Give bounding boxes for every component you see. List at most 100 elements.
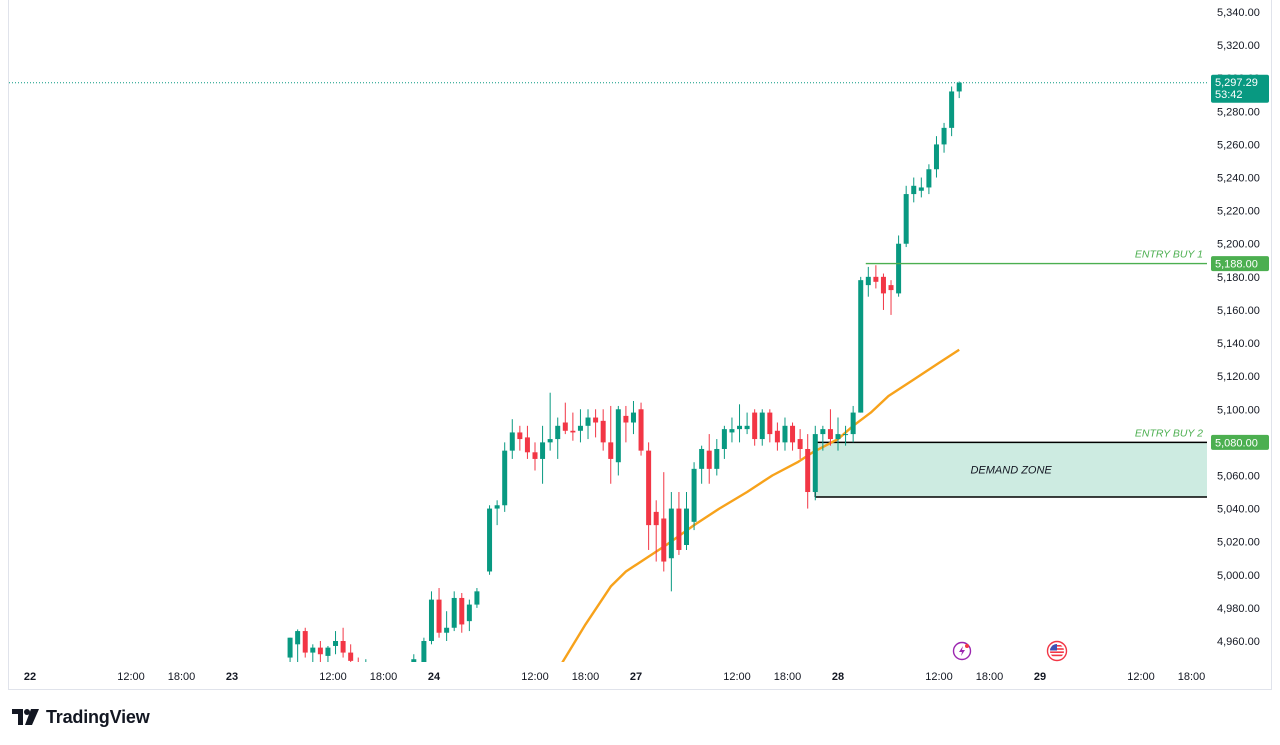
candle[interactable] bbox=[302, 627, 308, 658]
candle[interactable] bbox=[295, 629, 301, 665]
candle[interactable] bbox=[706, 434, 712, 484]
candle[interactable] bbox=[858, 276, 864, 413]
candle[interactable] bbox=[782, 417, 788, 451]
candle[interactable] bbox=[487, 505, 493, 575]
candle[interactable] bbox=[926, 164, 932, 195]
candle[interactable] bbox=[411, 654, 417, 666]
candle[interactable] bbox=[502, 442, 508, 512]
candle[interactable] bbox=[600, 409, 606, 451]
candle[interactable] bbox=[428, 591, 434, 645]
candle[interactable] bbox=[436, 588, 442, 638]
candle[interactable] bbox=[759, 409, 765, 446]
candle[interactable] bbox=[421, 637, 427, 666]
candle[interactable] bbox=[865, 266, 871, 297]
candle[interactable] bbox=[310, 644, 316, 666]
candle[interactable] bbox=[509, 419, 515, 459]
candle[interactable] bbox=[661, 472, 667, 572]
candle[interactable] bbox=[287, 637, 293, 666]
candle[interactable] bbox=[729, 417, 735, 443]
candle[interactable] bbox=[459, 592, 465, 633]
candle[interactable] bbox=[888, 280, 894, 315]
candle[interactable] bbox=[903, 185, 909, 248]
candle[interactable] bbox=[941, 122, 947, 153]
candle[interactable] bbox=[444, 611, 450, 641]
candle[interactable] bbox=[348, 644, 354, 666]
candle[interactable] bbox=[752, 409, 758, 446]
candle[interactable] bbox=[880, 273, 886, 310]
candle[interactable] bbox=[356, 657, 361, 666]
candle[interactable] bbox=[721, 425, 727, 459]
candle[interactable] bbox=[547, 392, 553, 451]
candle[interactable] bbox=[911, 177, 917, 203]
candlestick-chart[interactable]: DEMAND ZONE ENTRY BUY 1 ENTRY BUY 2 5,340.… bbox=[9, 0, 1273, 690]
candle[interactable] bbox=[933, 136, 939, 178]
candle[interactable] bbox=[949, 86, 955, 137]
candle[interactable] bbox=[805, 434, 811, 509]
candle[interactable] bbox=[494, 500, 500, 526]
candle-body bbox=[714, 448, 720, 469]
candle[interactable] bbox=[646, 442, 652, 550]
candle-body bbox=[302, 631, 308, 653]
candle[interactable] bbox=[577, 409, 583, 443]
candle[interactable] bbox=[317, 641, 323, 663]
candle[interactable] bbox=[737, 404, 743, 443]
candle[interactable] bbox=[668, 492, 674, 592]
candle[interactable] bbox=[956, 81, 962, 99]
candle[interactable] bbox=[623, 405, 629, 443]
candle[interactable] bbox=[325, 645, 331, 664]
entry-buy-2-label: ENTRY BUY 2 bbox=[1135, 427, 1203, 439]
candle[interactable] bbox=[608, 405, 614, 484]
candle[interactable] bbox=[774, 422, 780, 451]
candle[interactable] bbox=[918, 177, 924, 198]
lightning-event-icon[interactable] bbox=[952, 641, 972, 661]
candle[interactable] bbox=[532, 442, 538, 471]
candle[interactable] bbox=[896, 235, 902, 297]
candle[interactable] bbox=[593, 409, 599, 438]
candle[interactable] bbox=[517, 425, 523, 451]
candle[interactable] bbox=[835, 417, 841, 451]
plot-area[interactable]: DEMAND ZONE ENTRY BUY 1 ENTRY BUY 2 bbox=[9, 81, 1207, 666]
candle[interactable] bbox=[812, 425, 818, 501]
candle[interactable] bbox=[466, 599, 472, 632]
moving-average-line[interactable] bbox=[560, 348, 960, 666]
candle[interactable] bbox=[767, 409, 773, 443]
candle[interactable] bbox=[474, 588, 480, 608]
entry-buy-1-price-badge[interactable]: 5,188.00 bbox=[1211, 256, 1269, 272]
candle[interactable] bbox=[790, 422, 796, 451]
candle[interactable] bbox=[333, 631, 339, 655]
candle[interactable] bbox=[585, 409, 591, 440]
demand-zone-box[interactable] bbox=[815, 442, 1207, 497]
price-axis[interactable]: 5,340.005,320.005,300.005,280.005,260.00… bbox=[1211, 7, 1269, 648]
candle[interactable] bbox=[820, 425, 826, 451]
candle[interactable] bbox=[684, 492, 689, 550]
time-axis[interactable]: 22 12:00 18:00 23 12:00 18:00 24 12:00 18:00 27 12… bbox=[24, 671, 1205, 683]
candle[interactable] bbox=[363, 659, 368, 666]
candle[interactable] bbox=[873, 265, 879, 289]
candle[interactable] bbox=[827, 409, 833, 446]
candle[interactable] bbox=[615, 405, 621, 476]
candle[interactable] bbox=[843, 425, 849, 446]
entry-buy-2-price-badge[interactable]: 5,080.00 bbox=[1211, 434, 1269, 450]
candle[interactable] bbox=[691, 462, 697, 531]
candle[interactable] bbox=[562, 402, 568, 435]
candle[interactable] bbox=[850, 405, 856, 443]
candle[interactable] bbox=[524, 425, 530, 459]
candle[interactable] bbox=[555, 417, 561, 459]
candle[interactable] bbox=[340, 627, 346, 658]
candle[interactable] bbox=[570, 412, 576, 441]
candle[interactable] bbox=[653, 500, 659, 562]
us-flag-event-icon[interactable] bbox=[1046, 640, 1068, 662]
candle[interactable] bbox=[630, 400, 636, 435]
candle[interactable] bbox=[744, 412, 750, 435]
day-tick-label: 22 bbox=[24, 671, 36, 683]
candle[interactable] bbox=[676, 492, 682, 555]
candle[interactable] bbox=[699, 445, 705, 484]
candle[interactable] bbox=[638, 402, 644, 456]
candle[interactable] bbox=[451, 591, 457, 632]
candle[interactable] bbox=[797, 429, 803, 459]
candle[interactable] bbox=[714, 439, 720, 476]
tradingview-brand[interactable]: TradingView bbox=[12, 706, 150, 728]
candle-body bbox=[782, 425, 788, 443]
candle[interactable] bbox=[540, 425, 546, 484]
